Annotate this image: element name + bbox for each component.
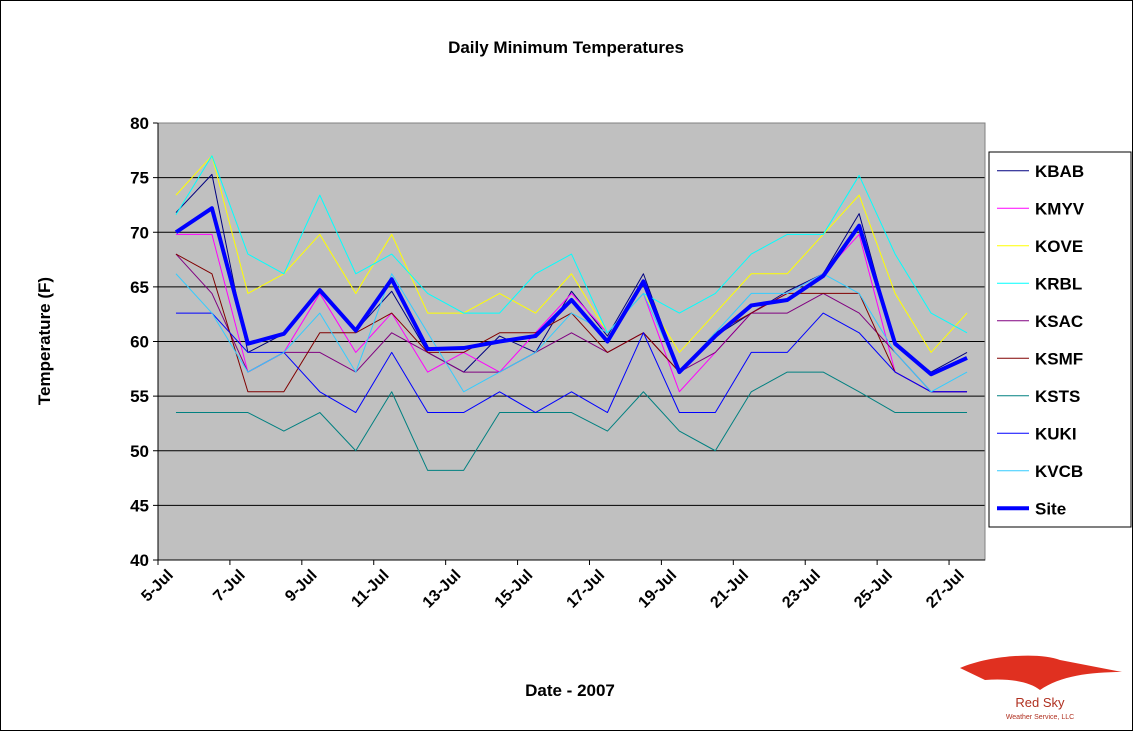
legend-label: KRBL	[1035, 274, 1082, 293]
series-line	[175, 155, 968, 353]
logo-subtext: Weather Service, LLC	[1006, 714, 1074, 721]
y-tick-label: 75	[130, 169, 149, 188]
y-tick-label: 55	[130, 387, 149, 406]
logo: Red Sky Weather Service, LLC	[960, 655, 1122, 721]
x-axis-label: Date - 2007	[525, 681, 615, 700]
legend-label: KBAB	[1035, 162, 1084, 181]
chart-title: Daily Minimum Temperatures	[448, 38, 684, 57]
legend-label: KOVE	[1035, 237, 1083, 256]
legend-label: KVCB	[1035, 462, 1083, 481]
legend-label: KUKI	[1035, 424, 1077, 443]
y-tick-label: 45	[130, 496, 149, 515]
legend-label: KSMF	[1035, 349, 1083, 368]
y-tick-label: 60	[130, 333, 149, 352]
series-line	[175, 371, 968, 471]
legend-box	[988, 151, 1132, 528]
series-line	[175, 273, 968, 393]
y-tick-label: 40	[130, 551, 149, 570]
series-line	[175, 312, 968, 414]
series-line	[175, 155, 968, 334]
logo-shape	[960, 655, 1122, 690]
legend-label: KSAC	[1035, 312, 1083, 331]
series-line	[174, 206, 968, 377]
y-tick-label: 70	[130, 223, 149, 242]
y-axis-label: Temperature (F)	[35, 277, 54, 405]
legend-label: Site	[1035, 499, 1066, 518]
y-tick-label: 65	[130, 278, 149, 297]
y-tick-label: 50	[130, 442, 149, 461]
y-tick-label: 80	[130, 114, 149, 133]
logo-text: Red Sky	[1015, 695, 1065, 710]
legend-label: KMYV	[1035, 199, 1085, 218]
legend-label: KSTS	[1035, 387, 1080, 406]
